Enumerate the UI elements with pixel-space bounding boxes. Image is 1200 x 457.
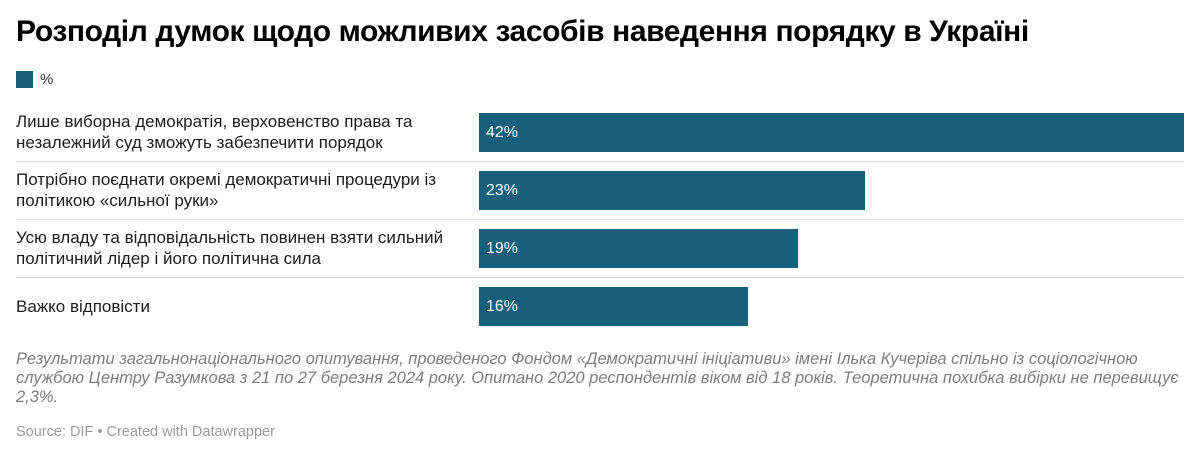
data-label: 42%: [486, 123, 519, 141]
bar-row: Лише виборна демократія, верховенство пр…: [16, 103, 1184, 161]
bar-row: Потрібно поєднати окремі демократичні пр…: [16, 161, 1184, 219]
bar-row: Важко відповісти 16%: [16, 277, 1184, 335]
legend-swatch: [16, 70, 33, 88]
legend-label: %: [40, 70, 54, 88]
category-label: Усю владу та відповідальність повинен вз…: [16, 228, 444, 268]
category-label: Важко відповісти: [16, 296, 150, 316]
category-label: Потрібно поєднати окремі демократичні пр…: [16, 170, 437, 210]
chart-note: Результати загальнонаціонального опитува…: [16, 350, 1179, 406]
data-label: 23%: [486, 181, 519, 199]
row-divider: [16, 277, 1184, 278]
data-label: 19%: [486, 239, 519, 257]
row-divider: [16, 161, 1184, 162]
category-label: Лише виборна демократія, верховенство пр…: [16, 112, 413, 152]
chart-title: Розподіл думок щодо можливих засобів нав…: [16, 15, 1029, 48]
legend: %: [16, 68, 53, 90]
bar: 42%: [479, 113, 1184, 152]
bar: 23%: [479, 171, 865, 210]
bar-row: Усю владу та відповідальність повинен вз…: [16, 219, 1184, 277]
chart-source: Source: DIF • Created with Datawrapper: [16, 424, 275, 440]
bar: 16%: [479, 287, 748, 326]
data-label: 16%: [486, 297, 519, 315]
bar: 19%: [479, 229, 798, 268]
row-divider: [16, 219, 1184, 220]
